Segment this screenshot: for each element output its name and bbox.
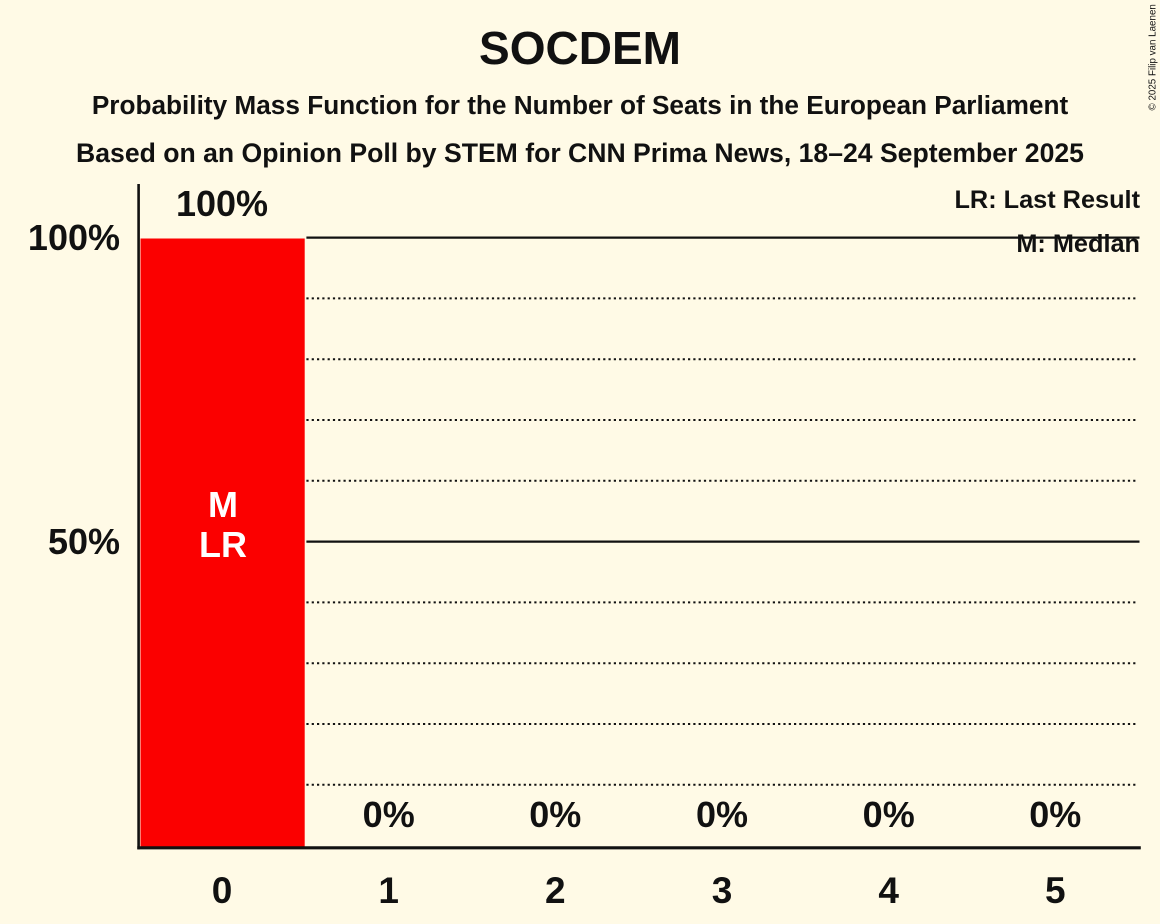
svg-text:M: M bbox=[208, 484, 238, 525]
svg-text:Probability Mass Function for: Probability Mass Function for the Number… bbox=[92, 90, 1069, 120]
svg-text:M: Median: M: Median bbox=[1016, 230, 1140, 258]
svg-text:0%: 0% bbox=[696, 794, 748, 835]
svg-text:3: 3 bbox=[712, 870, 733, 911]
svg-text:0%: 0% bbox=[863, 794, 915, 835]
svg-text:0%: 0% bbox=[1029, 794, 1081, 835]
svg-text:SOCDEM: SOCDEM bbox=[479, 22, 681, 74]
svg-text:50%: 50% bbox=[48, 521, 120, 562]
svg-text:100%: 100% bbox=[176, 183, 268, 224]
svg-text:2: 2 bbox=[545, 870, 566, 911]
svg-text:0%: 0% bbox=[529, 794, 581, 835]
svg-text:0%: 0% bbox=[363, 794, 415, 835]
svg-text:4: 4 bbox=[878, 870, 899, 911]
svg-text:1: 1 bbox=[378, 870, 399, 911]
svg-text:5: 5 bbox=[1045, 870, 1066, 911]
svg-text:0: 0 bbox=[212, 870, 233, 911]
svg-text:100%: 100% bbox=[28, 217, 120, 258]
svg-text:LR: LR bbox=[199, 524, 247, 565]
svg-text:Based on an Opinion Poll by ST: Based on an Opinion Poll by STEM for CNN… bbox=[76, 138, 1084, 168]
svg-text:© 2025 Filip van Laenen: © 2025 Filip van Laenen bbox=[1148, 4, 1159, 110]
svg-text:LR: Last Result: LR: Last Result bbox=[954, 186, 1140, 214]
